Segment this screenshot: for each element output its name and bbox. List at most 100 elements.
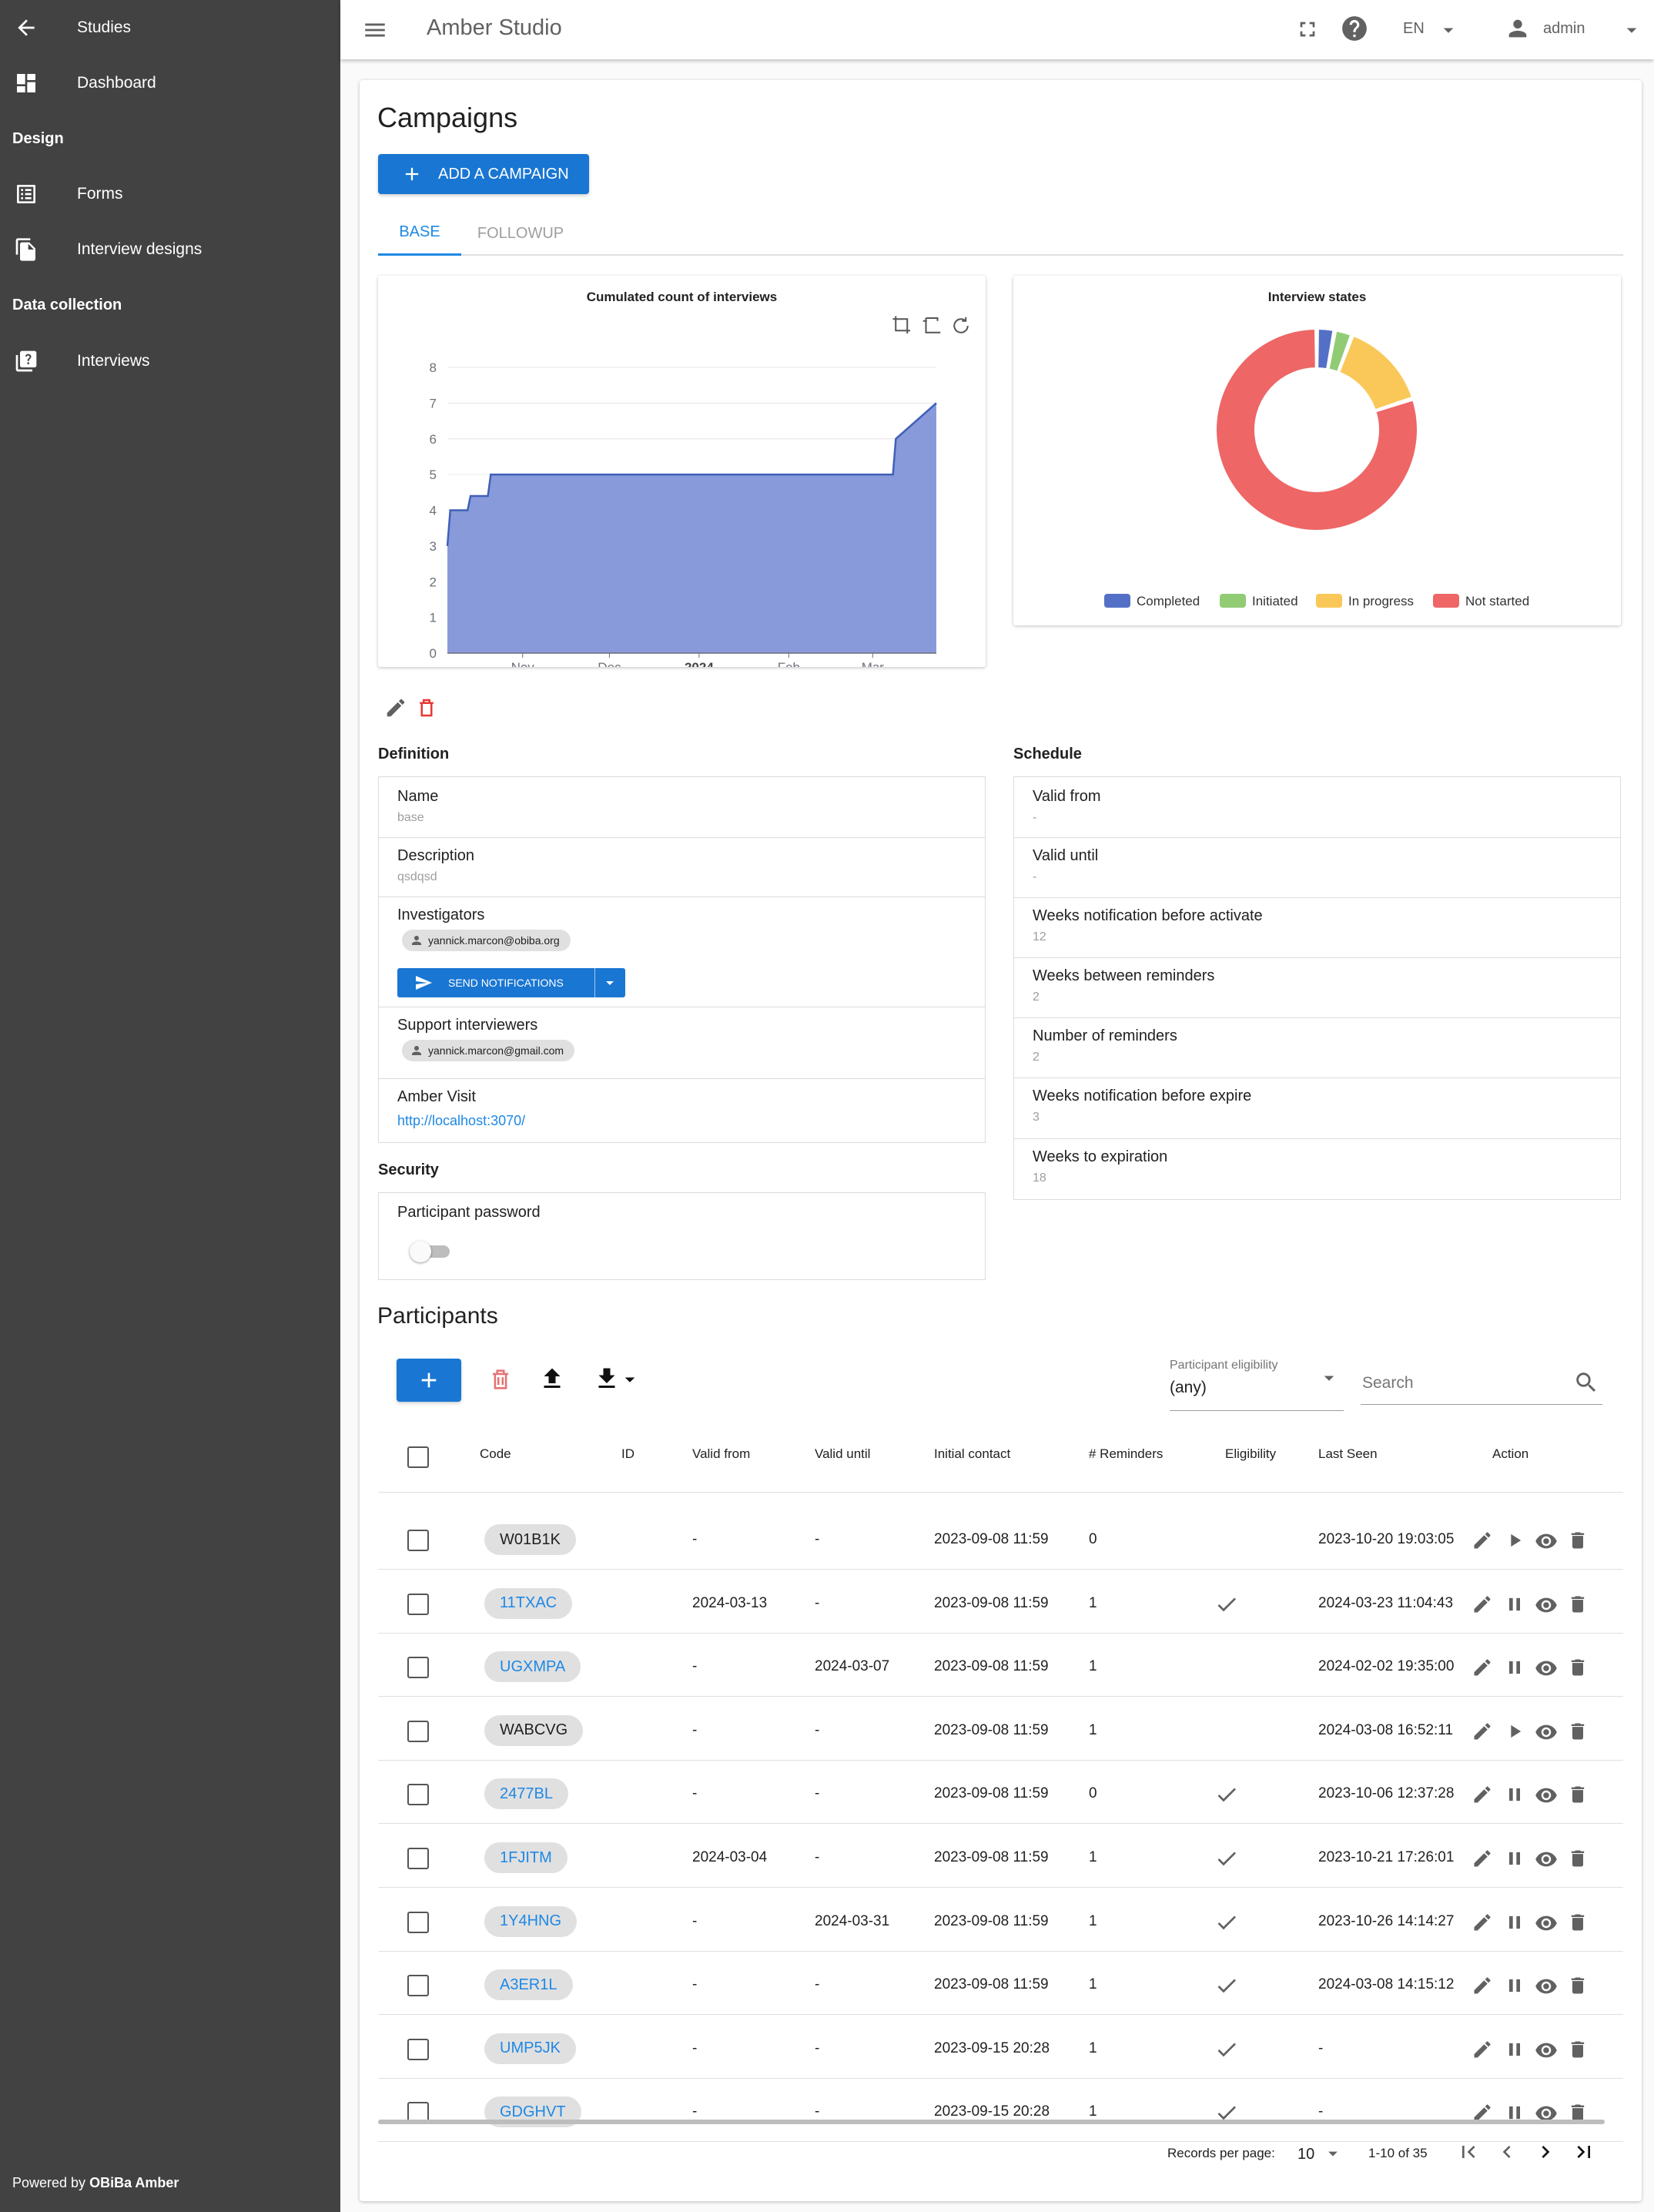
next-page-icon[interactable] [1533,2140,1558,2164]
column-header-initial-contact[interactable]: Initial contact [934,1446,1011,1461]
view-icon[interactable] [1535,1848,1558,1871]
view-icon[interactable] [1535,1784,1558,1807]
zoom-reset-icon[interactable] [920,314,943,337]
view-icon[interactable] [1535,1975,1558,1998]
pause-icon[interactable] [1504,1594,1525,1615]
edit-icon[interactable] [1472,1848,1493,1869]
participant-code-chip[interactable]: 1FJITM [484,1842,568,1873]
select-all-checkbox[interactable] [407,1446,429,1468]
column-header-id[interactable]: ID [621,1446,634,1461]
participant-code-chip[interactable]: UGXMPA [484,1651,581,1683]
add-campaign-button[interactable]: ADD A CAMPAIGN [378,154,589,194]
delete-icon[interactable] [1567,2039,1589,2060]
language-selector[interactable]: EN [1403,17,1465,43]
edit-icon[interactable] [1472,1721,1493,1742]
sidebar-item-forms[interactable]: Forms [0,166,340,222]
view-icon[interactable] [1535,2102,1558,2125]
download-icon[interactable] [593,1365,621,1393]
caret-down-icon[interactable] [601,974,619,992]
menu-icon[interactable] [362,17,388,43]
rows-per-page-select[interactable]: 10 [1297,2141,1347,2167]
delete-icon[interactable] [1567,1657,1589,1678]
amber-visit-link[interactable]: http://localhost:3070/ [397,1113,526,1128]
pause-icon[interactable] [1504,1784,1525,1805]
send-notifications-button[interactable]: SEND NOTIFICATIONS [397,968,625,997]
row-checkbox[interactable] [407,1720,429,1742]
column-header-valid-until[interactable]: Valid until [815,1446,871,1461]
row-checkbox[interactable] [407,1530,429,1551]
row-checkbox[interactable] [407,1848,429,1869]
previous-page-icon[interactable] [1495,2140,1519,2164]
view-icon[interactable] [1535,2039,1558,2062]
view-icon[interactable] [1535,1912,1558,1935]
delete-icon[interactable] [1567,1594,1589,1615]
edit-icon[interactable] [1472,1784,1493,1805]
view-icon[interactable] [1535,1657,1558,1680]
play-icon[interactable] [1504,1530,1525,1551]
delete-icon[interactable] [487,1366,514,1393]
tab-base[interactable]: BASE [378,211,461,256]
participant-code-chip[interactable]: 1Y4HNG [484,1905,578,1937]
sidebar-item-studies[interactable]: Studies [0,0,340,55]
caret-down-icon[interactable] [618,1368,641,1391]
column-header-last-seen[interactable]: Last Seen [1318,1446,1378,1461]
edit-icon[interactable] [1472,1657,1493,1678]
pause-icon[interactable] [1504,1975,1525,1996]
participant-code-chip[interactable]: W01B1K [484,1524,576,1555]
sidebar-item-interview-designs[interactable]: Interview designs [0,222,340,277]
delete-icon[interactable] [1567,1912,1589,1933]
participant-code-chip[interactable]: 2477BL [484,1778,568,1810]
view-icon[interactable] [1535,1721,1558,1744]
sidebar-item-dashboard[interactable]: Dashboard [0,55,340,111]
pause-icon[interactable] [1504,2102,1525,2123]
play-icon[interactable] [1504,1721,1525,1742]
tab-followup[interactable]: FOLLOWUP [477,224,564,242]
sidebar-item-interviews[interactable]: Interviews [0,333,340,389]
column-header-eligibility[interactable]: Eligibility [1225,1446,1277,1461]
add-participant-button[interactable] [397,1359,461,1402]
fullscreen-icon[interactable] [1295,17,1320,42]
participant-code-chip[interactable]: 11TXAC [484,1587,573,1619]
participant-password-toggle[interactable] [410,1239,451,1262]
row-checkbox[interactable] [407,1657,429,1679]
pause-icon[interactable] [1504,1912,1525,1933]
last-page-icon[interactable] [1572,2140,1596,2164]
participant-code-chip[interactable]: UMP5JK [484,2033,576,2064]
column-header-valid-from[interactable]: Valid from [692,1446,751,1461]
view-icon[interactable] [1535,1594,1558,1617]
participant-code-chip[interactable]: A3ER1L [484,1969,573,2001]
edit-icon[interactable] [1472,2039,1493,2060]
delete-icon[interactable] [1567,1721,1589,1742]
view-icon[interactable] [1535,1530,1558,1553]
upload-icon[interactable] [538,1365,566,1393]
column-header-code[interactable]: Code [480,1446,511,1461]
row-checkbox[interactable] [407,2038,429,2060]
row-checkbox[interactable] [407,1593,429,1615]
search-field[interactable]: Search [1361,1359,1602,1405]
participant-code-chip[interactable]: WABCVG [484,1714,584,1746]
pause-icon[interactable] [1504,2039,1525,2060]
edit-icon[interactable] [384,696,407,719]
row-checkbox[interactable] [407,1784,429,1806]
participant-eligibility-select[interactable]: Participant eligibility (any) [1170,1359,1344,1411]
delete-icon[interactable] [1567,1975,1589,1996]
edit-icon[interactable] [1472,1912,1493,1933]
help-icon[interactable] [1340,14,1369,43]
first-page-icon[interactable] [1456,2140,1481,2164]
zoom-select-icon[interactable] [891,314,914,337]
edit-icon[interactable] [1472,1530,1493,1551]
edit-icon[interactable] [1472,2102,1493,2123]
restore-icon[interactable] [949,314,973,337]
table-scrollbar[interactable] [378,2120,1605,2124]
pause-icon[interactable] [1504,1657,1525,1678]
row-checkbox[interactable] [407,1975,429,1997]
user-menu[interactable]: admin [1505,14,1651,45]
row-checkbox[interactable] [407,1911,429,1933]
pause-icon[interactable] [1504,1848,1525,1869]
delete-icon[interactable] [1567,1848,1589,1869]
delete-icon[interactable] [415,696,438,719]
delete-icon[interactable] [1567,1530,1589,1551]
delete-icon[interactable] [1567,1784,1589,1805]
column-header-reminders[interactable]: # Reminders [1089,1446,1163,1461]
delete-icon[interactable] [1567,2102,1589,2123]
